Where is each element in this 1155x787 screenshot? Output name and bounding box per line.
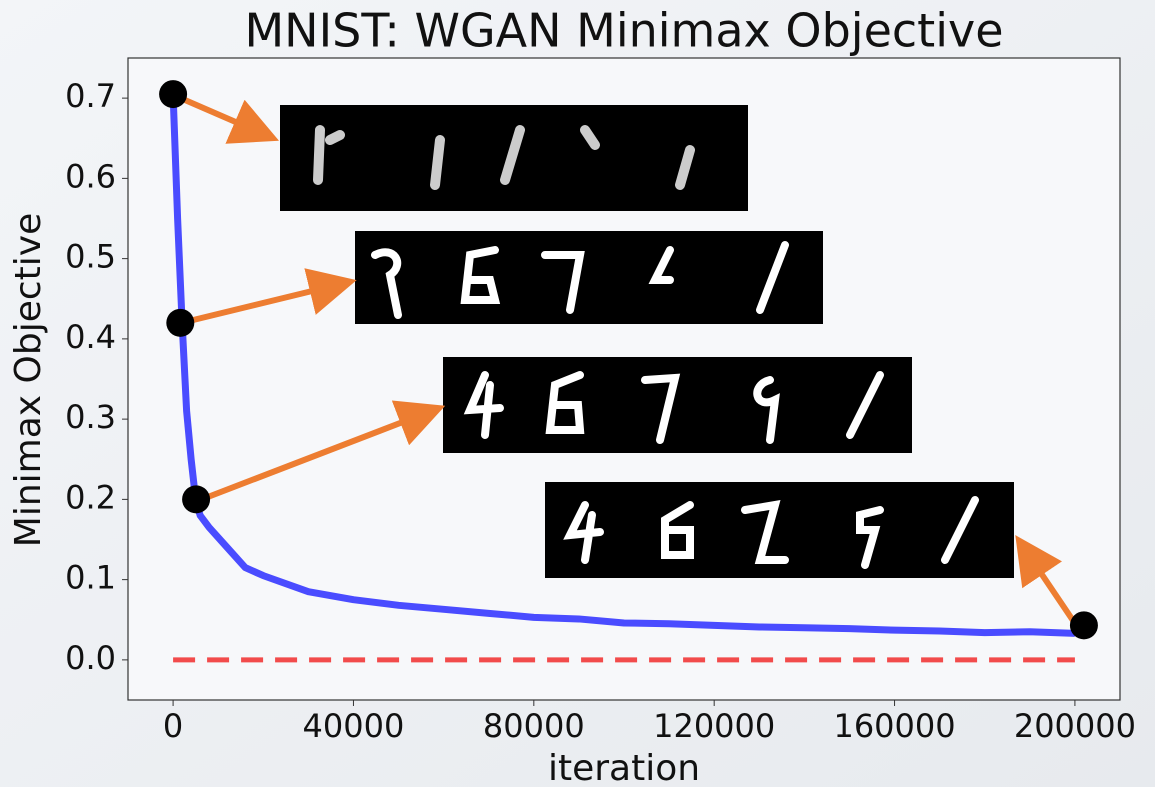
marker xyxy=(1070,611,1098,639)
y-tick-label: 0.3 xyxy=(65,398,116,436)
sample-image xyxy=(443,357,912,453)
marker xyxy=(166,309,194,337)
sample-image xyxy=(355,231,823,324)
chart: MNIST: WGAN Minimax Objective iteration … xyxy=(0,0,1155,787)
y-tick-label: 0.7 xyxy=(65,77,116,115)
x-tick-label: 120000 xyxy=(653,707,775,745)
x-tick-label: 200000 xyxy=(1014,707,1136,745)
marker xyxy=(182,485,210,513)
x-tick-label: 40000 xyxy=(303,707,405,745)
y-tick-label: 0.4 xyxy=(65,318,116,356)
x-tick-label: 0 xyxy=(163,707,183,745)
x-axis-label: iteration xyxy=(548,748,700,787)
y-tick-label: 0.1 xyxy=(65,559,116,597)
x-tick-label: 80000 xyxy=(483,707,585,745)
y-tick-label: 0.6 xyxy=(65,157,116,195)
marker xyxy=(159,80,187,108)
chart-title: MNIST: WGAN Minimax Objective xyxy=(244,4,1003,58)
x-tick-label: 160000 xyxy=(833,707,955,745)
y-tick-label: 0.0 xyxy=(65,639,116,677)
y-axis-label: Minimax Objective xyxy=(8,213,49,547)
y-tick-label: 0.2 xyxy=(65,478,116,516)
y-tick-label: 0.5 xyxy=(65,238,116,276)
page: MNIST: WGAN Minimax Objective iteration … xyxy=(0,0,1155,787)
